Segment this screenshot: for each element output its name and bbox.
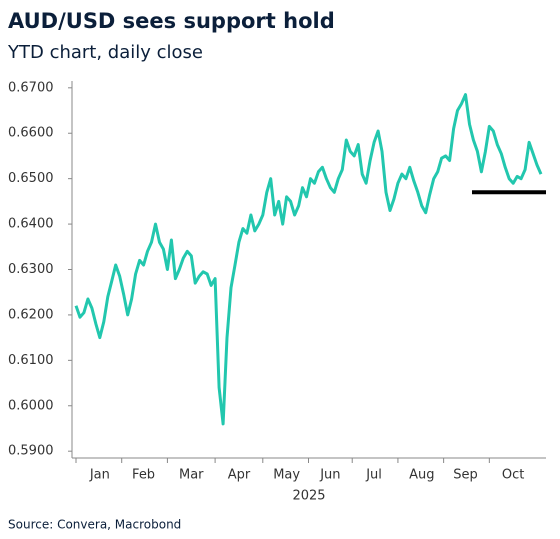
y-tick-label: 0.6400	[8, 217, 54, 232]
x-tick-label: Jun	[319, 468, 340, 483]
y-tick-label: 0.6200	[8, 307, 54, 322]
x-tick-label: May	[273, 468, 300, 483]
x-tick-label: Jul	[365, 468, 382, 483]
chart-title: AUD/USD sees support hold	[8, 9, 335, 33]
y-tick-label: 0.6000	[8, 398, 54, 413]
source-note: Source: Convera, Macrobond	[8, 518, 181, 532]
y-tick-label: 0.5900	[8, 444, 54, 459]
y-tick-label: 0.6300	[8, 262, 54, 277]
x-tick-label: Feb	[132, 468, 155, 483]
y-tick-label: 0.6600	[8, 126, 54, 141]
y-tick-label: 0.6500	[8, 171, 54, 186]
x-tick-label: Oct	[502, 468, 524, 483]
y-tick-label: 0.6100	[8, 353, 54, 368]
x-tick-label: Mar	[179, 468, 204, 483]
x-axis-label: 2025	[292, 489, 325, 504]
x-tick-label: Apr	[228, 468, 251, 483]
x-tick-label: Jan	[89, 468, 110, 483]
chart-subtitle: YTD chart, daily close	[7, 42, 203, 63]
x-tick-label: Sep	[453, 468, 478, 483]
y-tick-label: 0.6700	[8, 80, 54, 95]
x-tick-label: Aug	[409, 468, 434, 483]
price-line	[74, 93, 543, 426]
